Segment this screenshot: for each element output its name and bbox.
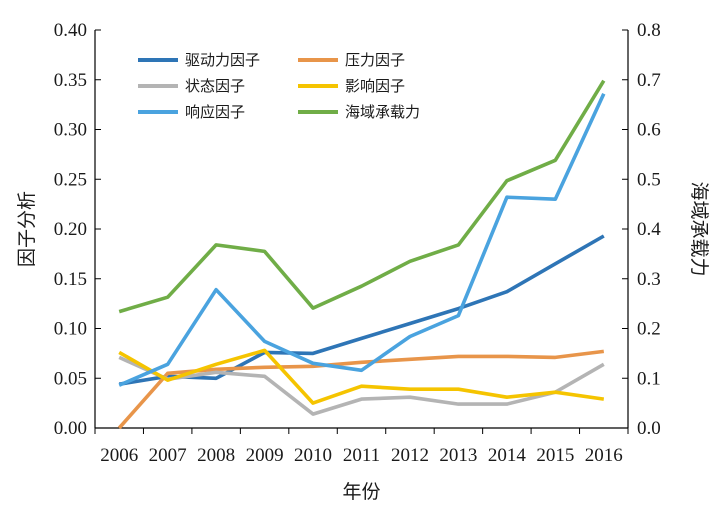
series-lines — [117, 79, 606, 430]
legend-label-2: 状态因子 — [185, 77, 245, 95]
x-tick-label: 2007 — [149, 445, 187, 466]
left-tick-label: 0.40 — [54, 20, 87, 41]
right-axis-ticks: 0.0 0.1 0.2 0.3 0.4 0.5 0.6 0.7 0.8 — [622, 20, 661, 439]
left-tick-label: 0.10 — [54, 319, 87, 340]
y-axis-label: 因子分析 — [16, 191, 38, 267]
series-line-2 — [118, 355, 605, 416]
x-tick-label: 2012 — [391, 445, 429, 466]
x-tick-label: 2014 — [488, 445, 527, 466]
x-axis-label: 年份 — [342, 481, 380, 503]
left-axis-ticks: 0.00 0.05 0.10 0.15 0.20 0.25 0.30 0.35 0.40 — [54, 20, 101, 439]
x-axis-ticks: 2006 2007 2008 2009 2010 2011 2012 2013 2014 2015… — [94, 428, 629, 466]
right-tick-label: 0.1 — [637, 368, 661, 389]
x-tick-label: 2006 — [100, 445, 138, 466]
series-line-1 — [117, 349, 605, 430]
x-tick-label: 2011 — [343, 445, 380, 466]
left-tick-label: 0.35 — [54, 70, 87, 91]
series-line-3 — [118, 348, 605, 405]
right-tick-label: 0.5 — [637, 169, 661, 190]
left-tick-label: 0.20 — [54, 219, 87, 240]
legend-label-5: 海域承载力 — [345, 103, 420, 121]
series-line-4 — [118, 92, 606, 387]
legend-label-1: 压力因子 — [345, 51, 405, 69]
left-tick-label: 0.00 — [54, 418, 87, 439]
right-tick-label: 0.4 — [637, 219, 661, 240]
legend-label-0: 驱动力因子 — [185, 51, 260, 69]
x-tick-label: 2008 — [197, 445, 235, 466]
legend-label-3: 影响因子 — [345, 77, 405, 95]
right-tick-label: 0.3 — [637, 269, 661, 290]
left-tick-label: 0.05 — [54, 368, 87, 389]
left-tick-label: 0.30 — [54, 120, 87, 141]
x-tick-label: 2016 — [585, 445, 623, 466]
x-tick-label: 2013 — [439, 445, 477, 466]
right-tick-label: 0.7 — [637, 70, 661, 91]
right-tick-label: 0.0 — [637, 418, 661, 439]
x-tick-label: 2015 — [536, 445, 574, 466]
x-tick-label: 2009 — [246, 445, 284, 466]
x-tick-label: 2010 — [294, 445, 332, 466]
left-tick-label: 0.15 — [54, 269, 87, 290]
series-line-0 — [118, 234, 605, 386]
series-line-5 — [118, 79, 606, 314]
right-tick-label: 0.2 — [637, 319, 661, 340]
right-tick-label: 0.6 — [637, 120, 661, 141]
left-tick-label: 0.25 — [54, 169, 87, 190]
right-tick-label: 0.8 — [637, 20, 661, 41]
y2-axis-label: 海域承载力 — [688, 181, 710, 276]
legend-label-4: 响应因子 — [185, 103, 245, 121]
